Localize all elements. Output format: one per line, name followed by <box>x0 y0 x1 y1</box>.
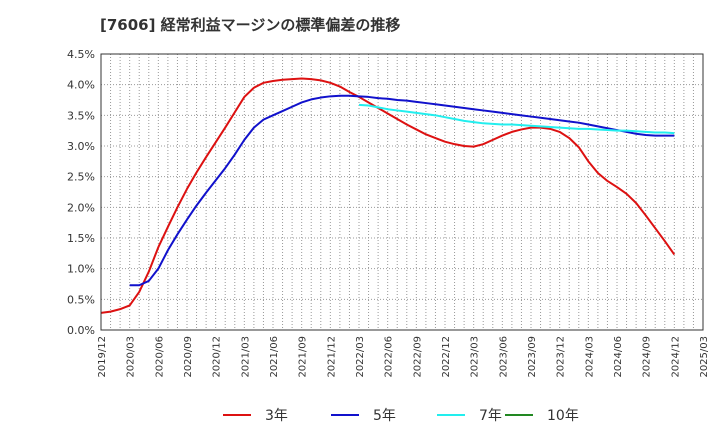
legend-label-10年: 10年 <box>547 408 579 424</box>
series-layer <box>100 77 676 314</box>
x-tick-label: 2024/06 <box>613 336 624 378</box>
y-tick-label: 0.5% <box>67 293 95 306</box>
y-tick-label: 1.0% <box>67 263 95 276</box>
y-axis-ticks: 0.0% 0.5% 1.0% 1.5% 2.0% 2.5% 3.0% 3.5% 4.0% 4.5% <box>67 48 95 337</box>
x-tick-label: 2021/12 <box>326 336 337 378</box>
x-tick-label: 2020/12 <box>212 336 223 378</box>
x-tick-label: 2021/03 <box>240 336 251 378</box>
chart-title: [7606] 経常利益マージンの標準偏差の推移 <box>100 16 401 34</box>
x-tick-label: 2023/12 <box>556 336 567 378</box>
y-tick-label: 1.5% <box>67 232 95 245</box>
x-tick-label: 2020/09 <box>183 336 194 378</box>
y-tick-label: 4.5% <box>67 48 95 61</box>
x-axis-ticks: 2019/12 2020/03 2020/06 2020/09 2020/12 2021/… <box>97 336 710 378</box>
series-line-7年 <box>358 103 675 135</box>
x-tick-label: 2022/03 <box>355 336 366 378</box>
x-tick-label: 2022/06 <box>384 336 395 378</box>
legend-label-3年: 3年 <box>265 408 288 424</box>
x-tick-label: 2023/09 <box>527 336 538 378</box>
grid-layer <box>101 54 703 330</box>
x-tick-label: 2020/03 <box>126 336 137 378</box>
legend-label-7年: 7年 <box>479 408 502 424</box>
x-tick-label: 2023/03 <box>470 336 481 378</box>
x-tick-label: 2019/12 <box>97 336 108 378</box>
y-tick-label: 2.5% <box>67 171 95 184</box>
legend: 3年 5年 7年 10年 <box>223 408 579 424</box>
x-tick-label: 2024/12 <box>670 336 681 378</box>
y-tick-label: 4.0% <box>67 79 95 92</box>
x-tick-label: 2022/12 <box>441 336 452 378</box>
x-tick-label: 2022/09 <box>412 336 423 378</box>
series-line-3年 <box>100 77 676 314</box>
x-tick-label: 2025/03 <box>699 336 710 378</box>
x-tick-label: 2024/09 <box>642 336 653 378</box>
legend-label-5年: 5年 <box>373 408 396 424</box>
x-tick-label: 2024/03 <box>584 336 595 378</box>
y-tick-label: 2.0% <box>67 201 95 214</box>
y-tick-label: 3.5% <box>67 109 95 122</box>
x-tick-label: 2020/06 <box>154 336 165 378</box>
y-tick-label: 3.0% <box>67 140 95 153</box>
plot-frame <box>100 53 704 331</box>
x-tick-label: 2021/06 <box>269 336 280 378</box>
x-tick-label: 2021/09 <box>298 336 309 378</box>
series-line-5年 <box>129 94 675 287</box>
y-tick-label: 0.0% <box>67 324 95 337</box>
x-tick-label: 2023/06 <box>498 336 509 378</box>
